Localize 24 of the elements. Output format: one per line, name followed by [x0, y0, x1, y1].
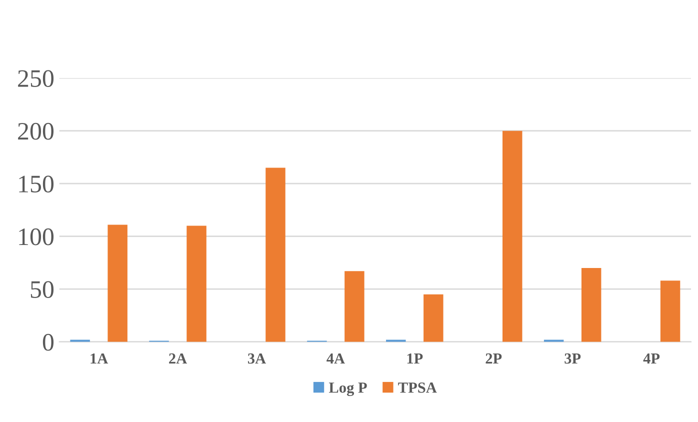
x-tick-label: 3P — [564, 353, 581, 364]
y-tick-label: 50 — [30, 281, 54, 298]
x-tick-label: 2A — [169, 353, 187, 364]
x-tick-label: 4A — [326, 353, 345, 364]
legend-label: Log P — [328, 382, 367, 396]
bar — [186, 226, 206, 342]
bar — [266, 168, 286, 342]
x-tick-label: 4P — [643, 353, 660, 364]
bar — [108, 224, 128, 342]
y-tick-label: 250 — [18, 70, 54, 87]
x-tick-label: 3A — [248, 353, 266, 364]
bar — [581, 268, 602, 342]
bar — [502, 130, 522, 342]
x-tick-label: 2P — [486, 353, 502, 364]
bar — [424, 294, 444, 342]
x-tick-label: 1P — [407, 353, 423, 364]
y-tick-label: 100 — [19, 228, 54, 246]
x-tick-label: 1A — [90, 353, 108, 364]
bar — [344, 271, 364, 342]
y-tick-label: 0 — [42, 334, 54, 351]
y-tick-label: 150 — [19, 176, 54, 192]
y-tick-label: 200 — [18, 122, 54, 140]
bar — [660, 280, 680, 342]
legend-label: TPSA — [398, 382, 437, 393]
